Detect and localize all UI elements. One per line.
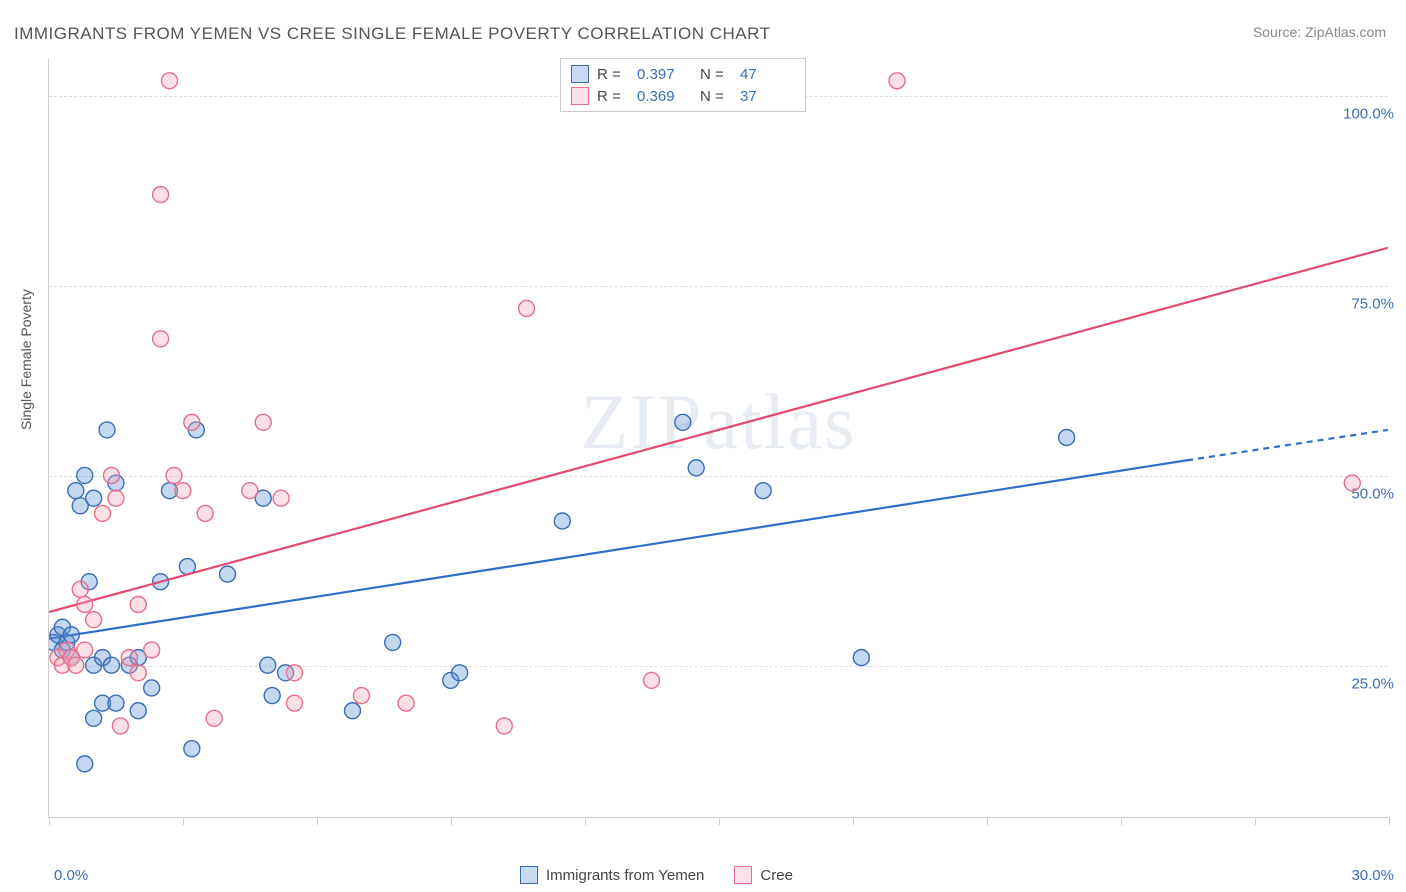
x-tick (317, 817, 318, 825)
data-point (153, 331, 169, 347)
legend-series-name: Cree (760, 867, 793, 884)
legend-item: Cree (734, 866, 793, 884)
legend-n-value: 47 (740, 66, 795, 83)
data-point (166, 467, 182, 483)
x-tick (585, 817, 586, 825)
correlation-legend: R = 0.397 N = 47 R = 0.369 N = 37 (560, 58, 806, 112)
data-point (452, 665, 468, 681)
x-tick (1389, 817, 1390, 825)
data-point (95, 505, 111, 521)
data-point (273, 490, 289, 506)
data-point (144, 680, 160, 696)
legend-row: R = 0.369 N = 37 (571, 85, 795, 107)
data-point (144, 642, 160, 658)
data-point (86, 710, 102, 726)
x-tick (1121, 817, 1122, 825)
data-point (675, 414, 691, 430)
x-tick (1255, 817, 1256, 825)
data-point (1059, 430, 1075, 446)
y-axis-label: Single Female Poverty (18, 289, 34, 430)
chart-title: IMMIGRANTS FROM YEMEN VS CREE SINGLE FEM… (14, 24, 771, 44)
trend-line (49, 248, 1388, 612)
data-point (72, 581, 88, 597)
plot-svg (49, 58, 1388, 817)
data-point (184, 741, 200, 757)
legend-n-label: N = (700, 88, 732, 105)
legend-n-value: 37 (740, 88, 795, 105)
data-point (255, 414, 271, 430)
data-point (77, 642, 93, 658)
x-tick (183, 817, 184, 825)
x-tick (451, 817, 452, 825)
data-point (197, 505, 213, 521)
x-tick (719, 817, 720, 825)
legend-item: Immigrants from Yemen (520, 866, 704, 884)
legend-r-label: R = (597, 66, 629, 83)
data-point (153, 187, 169, 203)
trend-line (49, 460, 1187, 638)
data-point (130, 703, 146, 719)
data-point (77, 467, 93, 483)
legend-r-value: 0.369 (637, 88, 692, 105)
chart-container: IMMIGRANTS FROM YEMEN VS CREE SINGLE FEM… (0, 0, 1406, 892)
data-point (68, 657, 84, 673)
x-tick (853, 817, 854, 825)
legend-r-label: R = (597, 88, 629, 105)
legend-row: R = 0.397 N = 47 (571, 63, 795, 85)
source-label: Source: ZipAtlas.com (1253, 24, 1386, 40)
data-point (242, 483, 258, 499)
data-point (519, 300, 535, 316)
data-point (644, 672, 660, 688)
data-point (121, 650, 137, 666)
data-point (220, 566, 236, 582)
x-tick (987, 817, 988, 825)
data-point (755, 483, 771, 499)
data-point (99, 422, 115, 438)
data-point (286, 695, 302, 711)
data-point (286, 665, 302, 681)
data-point (398, 695, 414, 711)
legend-n-label: N = (700, 66, 732, 83)
data-point (184, 414, 200, 430)
data-point (112, 718, 128, 734)
data-point (260, 657, 276, 673)
x-tick-label: 0.0% (54, 867, 88, 884)
data-point (345, 703, 361, 719)
data-point (496, 718, 512, 734)
legend-swatch (571, 87, 589, 105)
data-point (554, 513, 570, 529)
data-point (63, 627, 79, 643)
data-point (86, 612, 102, 628)
data-point (103, 657, 119, 673)
data-point (206, 710, 222, 726)
plot-area: ZIPatlas (48, 58, 1388, 818)
data-point (162, 73, 178, 89)
data-point (103, 467, 119, 483)
legend-swatch (520, 866, 538, 884)
data-point (86, 490, 102, 506)
x-tick-label: 30.0% (1351, 867, 1394, 884)
data-point (175, 483, 191, 499)
data-point (108, 490, 124, 506)
data-point (1344, 475, 1360, 491)
x-tick (49, 817, 50, 825)
legend-r-value: 0.397 (637, 66, 692, 83)
trend-line-dashed (1187, 430, 1388, 460)
data-point (353, 688, 369, 704)
legend-swatch (734, 866, 752, 884)
data-point (688, 460, 704, 476)
data-point (130, 665, 146, 681)
data-point (385, 634, 401, 650)
legend-swatch (571, 65, 589, 83)
data-point (77, 756, 93, 772)
data-point (130, 596, 146, 612)
series-legend: Immigrants from Yemen Cree (520, 866, 793, 884)
data-point (77, 596, 93, 612)
data-point (68, 483, 84, 499)
data-point (889, 73, 905, 89)
data-point (853, 650, 869, 666)
legend-series-name: Immigrants from Yemen (546, 867, 704, 884)
data-point (108, 695, 124, 711)
data-point (264, 688, 280, 704)
